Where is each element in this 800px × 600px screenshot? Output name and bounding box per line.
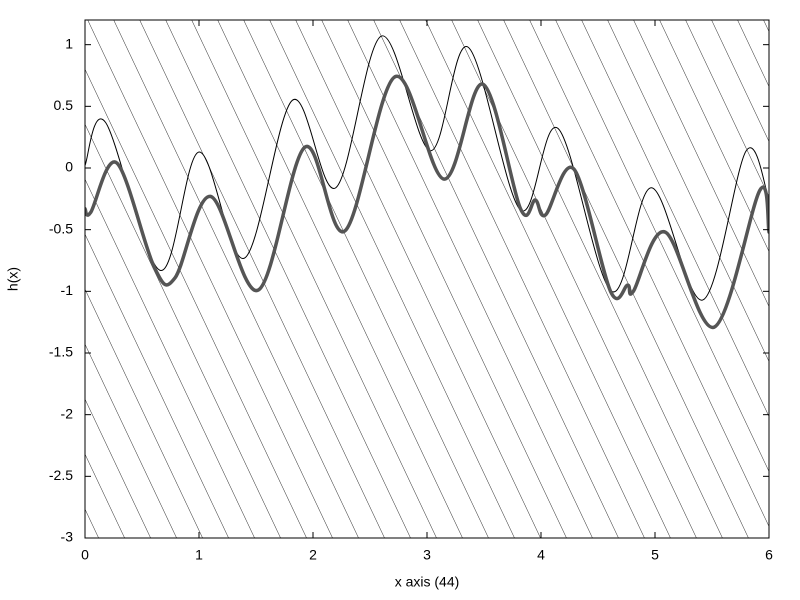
y-tick-label: -2 [61, 405, 74, 421]
x-tick-label: 5 [651, 547, 659, 563]
y-tick-label: 0.5 [54, 97, 74, 113]
x-tick-label: 0 [81, 547, 89, 563]
y-axis-label: h(x) [5, 267, 21, 291]
y-tick-label: 0 [65, 159, 73, 175]
x-tick-label: 3 [423, 547, 431, 563]
x-axis-label: x axis (44) [395, 574, 460, 590]
line-series [85, 74, 769, 329]
y-tick-label: -1 [61, 282, 74, 298]
y-tick-label: 1 [65, 35, 73, 51]
plot-area [85, 35, 769, 329]
x-tick-label: 4 [537, 547, 545, 563]
y-tick-label: -1.5 [49, 344, 73, 360]
x-tick-label: 6 [765, 547, 773, 563]
x-tick-label: 1 [195, 547, 203, 563]
y-tick-label: -3 [61, 529, 74, 545]
x-tick-label: 2 [309, 547, 317, 563]
hatch-background [85, 20, 769, 538]
y-tick-label: -0.5 [49, 220, 73, 236]
y-tick-label: -2.5 [49, 467, 73, 483]
